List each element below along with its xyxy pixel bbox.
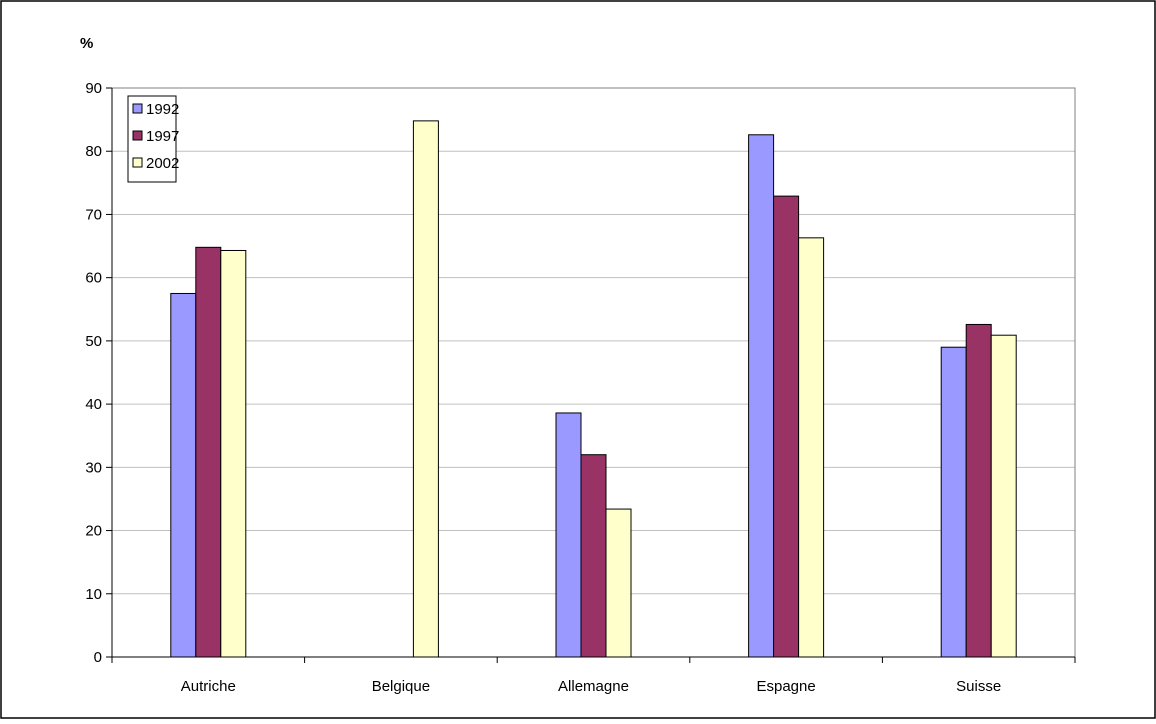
y-tick-label: 10 xyxy=(85,586,102,603)
bar-1992-autriche xyxy=(170,292,197,658)
bar-2002-allemagne xyxy=(605,508,632,658)
y-tick-label: 20 xyxy=(85,523,102,540)
legend-swatch-2002 xyxy=(132,157,143,168)
bars xyxy=(170,120,1017,658)
y-axis-label: % xyxy=(80,35,93,52)
y-tick-label: 40 xyxy=(85,396,102,413)
bar-1992-allemagne xyxy=(555,412,582,658)
bar-1997-suisse xyxy=(965,323,992,658)
bar-2002-suisse xyxy=(990,334,1017,658)
legend: 1992 1997 2002 xyxy=(127,95,179,183)
legend-label-1992: 1992 xyxy=(146,101,179,118)
bar-2002-autriche xyxy=(220,249,247,658)
x-tick-label: Espagne xyxy=(756,678,815,695)
x-tick-labels: Autriche Belgique Allemagne Espagne Suisse xyxy=(181,678,1001,695)
bar-1992-espagne xyxy=(748,134,775,658)
x-tick-label: Allemagne xyxy=(558,678,629,695)
legend-label-2002: 2002 xyxy=(146,155,179,172)
y-tick-label: 50 xyxy=(85,333,102,350)
bar-1997-autriche xyxy=(195,246,222,658)
y-tick-label: 60 xyxy=(85,270,102,287)
x-tick-label: Suisse xyxy=(956,678,1001,695)
y-tick-label: 30 xyxy=(85,459,102,476)
bar-1997-espagne xyxy=(773,195,800,658)
y-tick-label: 70 xyxy=(85,206,102,223)
legend-swatch-1997 xyxy=(132,130,143,141)
x-tick-label: Autriche xyxy=(181,678,236,695)
y-tick-label: 80 xyxy=(85,143,102,160)
bar-2002-belgique xyxy=(412,120,439,658)
y-tick-label: 90 xyxy=(85,80,102,97)
legend-label-1997: 1997 xyxy=(146,128,179,145)
bar-1992-suisse xyxy=(940,346,967,658)
bar-2002-espagne xyxy=(798,237,825,658)
legend-swatch-1992 xyxy=(132,103,143,114)
x-tick-label: Belgique xyxy=(372,678,430,695)
y-tick-label: 0 xyxy=(94,649,102,666)
axes xyxy=(106,87,1076,663)
bar-1997-allemagne xyxy=(580,454,607,658)
y-tick-labels: 0 10 20 30 40 50 60 70 80 90 xyxy=(85,80,102,666)
